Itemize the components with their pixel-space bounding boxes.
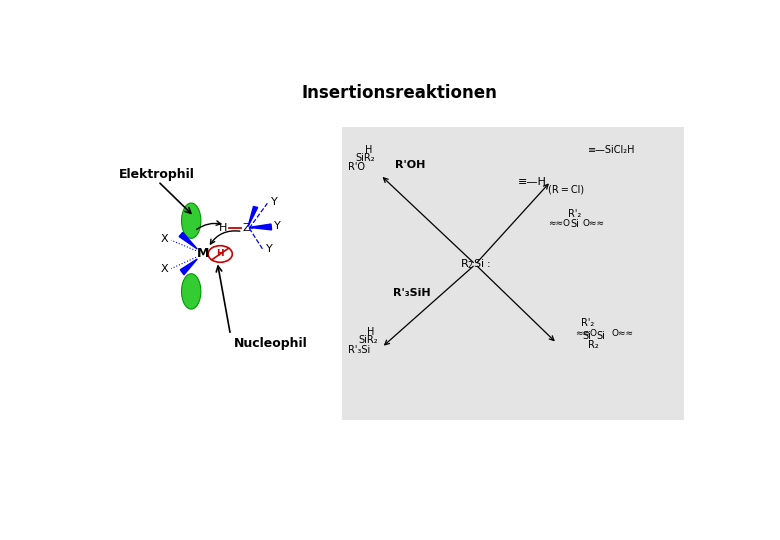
Text: Y: Y bbox=[275, 221, 281, 231]
Text: O≈≈: O≈≈ bbox=[612, 329, 633, 338]
Text: R'₃Si: R'₃Si bbox=[348, 345, 370, 355]
Text: SiR₂: SiR₂ bbox=[356, 153, 375, 164]
Text: Nucleophil: Nucleophil bbox=[233, 337, 307, 350]
Polygon shape bbox=[250, 224, 271, 230]
Text: Si: Si bbox=[583, 331, 591, 341]
Text: R$_2$Si :: R$_2$Si : bbox=[459, 258, 491, 271]
Text: ≡—H: ≡—H bbox=[518, 177, 548, 187]
Text: R'₂: R'₂ bbox=[569, 210, 582, 219]
Text: R₂: R₂ bbox=[588, 340, 598, 350]
Ellipse shape bbox=[182, 274, 201, 309]
Bar bbox=[342, 127, 684, 420]
Text: H: H bbox=[367, 327, 374, 337]
Text: Elektrophil: Elektrophil bbox=[119, 168, 194, 181]
Text: Si: Si bbox=[571, 219, 580, 228]
Text: R'₃SiH: R'₃SiH bbox=[393, 288, 431, 299]
Polygon shape bbox=[248, 207, 257, 227]
Text: Y: Y bbox=[271, 197, 278, 207]
Text: Z: Z bbox=[243, 223, 250, 233]
Text: R'OH: R'OH bbox=[395, 160, 426, 170]
Text: ≈≈O: ≈≈O bbox=[548, 219, 570, 228]
Text: R'₂: R'₂ bbox=[580, 319, 594, 328]
Text: H: H bbox=[364, 145, 372, 155]
Polygon shape bbox=[179, 232, 197, 249]
Text: X: X bbox=[160, 265, 168, 274]
Text: SiR₂: SiR₂ bbox=[358, 335, 378, 345]
Text: Insertionsreaktionen: Insertionsreaktionen bbox=[302, 84, 498, 102]
Text: (R = Cl): (R = Cl) bbox=[548, 185, 584, 194]
Text: Y: Y bbox=[266, 244, 272, 254]
Text: H: H bbox=[216, 249, 224, 259]
Text: ≈≈O: ≈≈O bbox=[575, 329, 597, 338]
Text: X: X bbox=[160, 234, 168, 245]
Ellipse shape bbox=[182, 203, 201, 238]
Text: M: M bbox=[197, 247, 210, 260]
Text: H: H bbox=[219, 223, 228, 233]
Polygon shape bbox=[180, 259, 197, 275]
Text: Si: Si bbox=[596, 331, 604, 341]
Text: O≈≈: O≈≈ bbox=[582, 219, 604, 228]
Text: ≡—SiCl₂H: ≡—SiCl₂H bbox=[587, 145, 635, 155]
Circle shape bbox=[208, 246, 232, 262]
Text: R'O: R'O bbox=[348, 161, 365, 172]
